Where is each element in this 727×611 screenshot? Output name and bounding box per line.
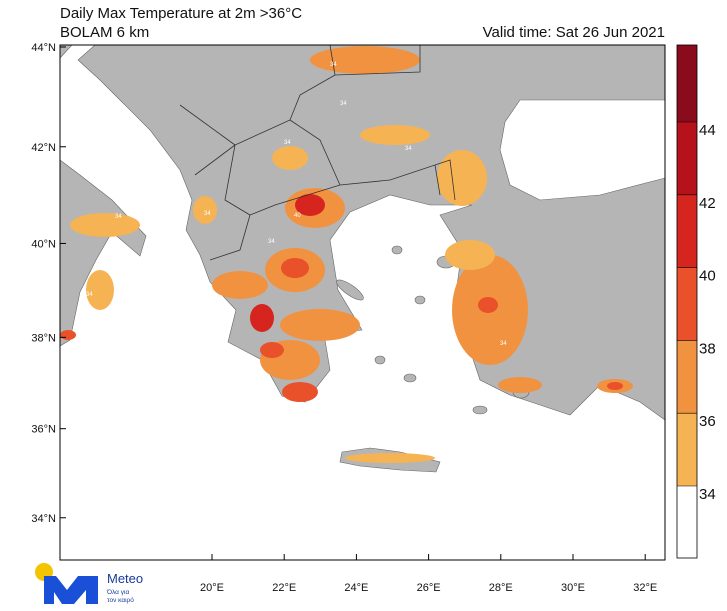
heat-area xyxy=(282,382,318,402)
logo-tagline: Όλα για xyxy=(106,589,129,596)
island xyxy=(414,295,426,305)
lon-tick-label: 22°E xyxy=(272,582,296,594)
colorbar-band xyxy=(677,122,697,195)
logo-name: Meteo xyxy=(107,571,143,586)
colorbar-tick-label: 40 xyxy=(699,268,716,285)
island xyxy=(374,355,386,365)
colorbar-band xyxy=(677,45,697,122)
contour-label: 34 xyxy=(284,140,291,146)
heat-area xyxy=(281,258,309,278)
heat-area xyxy=(345,453,435,463)
colorbar-band xyxy=(677,413,697,486)
land xyxy=(60,45,73,59)
lon-tick-label: 26°E xyxy=(417,582,441,594)
colorbar-tick-label: 42 xyxy=(699,195,716,212)
lat-tick-label: 34°N xyxy=(31,513,56,525)
lon-tick-label: 20°E xyxy=(200,582,224,594)
colorbar-tick-label: 34 xyxy=(699,486,716,503)
valid-time: Valid time: Sat 26 Jun 2021 xyxy=(483,24,665,41)
colorbar-tick-label: 38 xyxy=(699,340,716,357)
contour-label: 34 xyxy=(115,214,122,220)
subtitle: BOLAM 6 km xyxy=(60,24,149,41)
colorbar-frame xyxy=(676,44,698,559)
island xyxy=(336,279,364,301)
heat-area xyxy=(280,309,360,341)
island xyxy=(391,245,403,255)
heat-area xyxy=(60,330,76,340)
lat-tick-label: 36°N xyxy=(31,424,56,436)
colorbar-band xyxy=(677,340,697,414)
contour-label: 34 xyxy=(330,62,337,68)
heat-area xyxy=(212,271,268,299)
temperature-areas xyxy=(60,46,633,463)
heat-area xyxy=(498,377,542,393)
heat-area xyxy=(310,46,420,74)
lat-tick-label: 42°N xyxy=(31,142,56,154)
island xyxy=(472,405,488,415)
lon-tick-label: 32°E xyxy=(633,582,657,594)
heat-area xyxy=(478,297,498,313)
contour-label: 40 xyxy=(294,213,301,219)
heat-area xyxy=(86,270,114,310)
contour-label: 34 xyxy=(500,341,507,347)
colorbar-band xyxy=(677,267,697,341)
logo-tagline: τον καιρό xyxy=(107,596,134,604)
contour-label: 34 xyxy=(340,101,347,107)
heat-area xyxy=(437,150,487,206)
map-frame xyxy=(59,44,666,561)
heat-area xyxy=(445,240,495,270)
contour-label: 34 xyxy=(204,211,211,217)
lon-tick-label: 28°E xyxy=(489,582,513,594)
heat-area xyxy=(295,194,325,216)
contour-label: 34 xyxy=(86,292,93,298)
logo-mark xyxy=(44,576,98,604)
colorbar-band xyxy=(677,194,697,268)
heat-area xyxy=(193,196,217,224)
heat-area xyxy=(250,304,274,332)
contour-label: 34 xyxy=(405,146,412,152)
colorbar-tick-label: 36 xyxy=(699,413,716,430)
title: Daily Max Temperature at 2m >36°C xyxy=(60,5,302,22)
island xyxy=(403,373,417,383)
colorbar-tick-label: 44 xyxy=(699,122,716,139)
heat-area xyxy=(360,125,430,145)
logo: Meteo Όλα για τον καιρό xyxy=(35,563,143,604)
heat-area xyxy=(260,342,284,358)
heat-area xyxy=(70,213,140,237)
lon-tick-label: 24°E xyxy=(344,582,368,594)
heat-area xyxy=(272,146,308,170)
map-axes: 44°N 42°N 40°N 38°N 36°N 34°N 20°E 22°E 24°E 26°E… xyxy=(31,42,657,594)
heat-area xyxy=(607,382,623,390)
colorbar-band xyxy=(677,486,697,558)
lat-tick-label: 40°N xyxy=(31,238,56,250)
contour-label: 34 xyxy=(268,239,275,245)
lat-tick-label: 38°N xyxy=(31,332,56,344)
lon-tick-label: 30°E xyxy=(561,582,585,594)
lat-tick-label: 44°N xyxy=(31,42,56,54)
map: 34 34 34 34 34 40 34 34 34 34 xyxy=(60,45,665,560)
colorbar: 34 36 38 40 42 44 xyxy=(676,44,716,559)
country-border xyxy=(179,45,456,261)
